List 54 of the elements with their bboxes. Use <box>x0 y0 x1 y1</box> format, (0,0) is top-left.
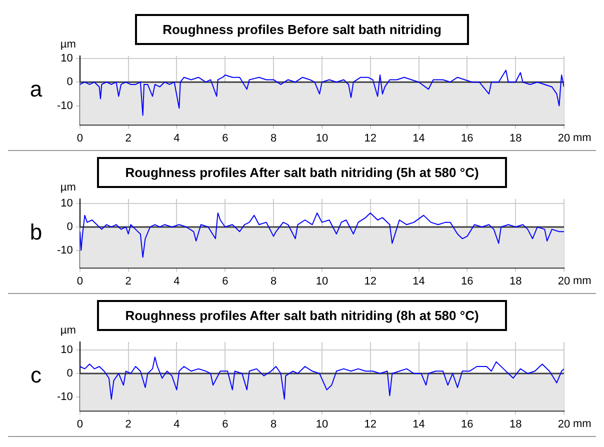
text: c <box>30 362 42 388</box>
x-tick-label: 20 <box>558 418 570 430</box>
x-tick-label: 2 <box>125 418 132 430</box>
x-tick-label: 0 <box>76 418 83 430</box>
x-tick-label: 16 <box>461 418 474 430</box>
x-axis-title: mm <box>573 418 592 430</box>
x-tick-label: 12 <box>364 132 376 144</box>
x-axis-title: mm <box>573 274 592 287</box>
x-tick-label: 16 <box>461 132 474 144</box>
text: a <box>30 76 43 102</box>
x-tick-label: 10 <box>316 275 328 288</box>
x-tick-label: 18 <box>509 418 522 430</box>
x-tick-label: 4 <box>174 132 180 144</box>
y-tick-label: -10 <box>56 390 73 403</box>
x-tick-label: 8 <box>270 418 277 430</box>
y-tick-label: 0 <box>66 368 73 380</box>
y-tick-label: 10 <box>60 198 73 210</box>
x-tick-label: 0 <box>76 275 83 288</box>
y-tick-label: 0 <box>66 76 73 88</box>
text: b <box>30 219 42 244</box>
y-tick-label: -10 <box>56 100 73 112</box>
chart-title: Roughness profiles After salt bath nitriding (8h at 580 °C) <box>97 300 507 331</box>
x-tick-label: 14 <box>412 132 425 144</box>
x-tick-label: 18 <box>509 132 522 144</box>
x-tick-label: 10 <box>316 418 328 430</box>
x-tick-label: 6 <box>222 418 228 430</box>
y-axis-title: µm <box>60 324 76 337</box>
y-axis-title: µm <box>60 38 76 51</box>
y-tick-label: 0 <box>66 221 73 234</box>
x-tick-label: 14 <box>412 418 425 430</box>
x-tick-label: 4 <box>174 275 180 288</box>
x-tick-label: 2 <box>125 275 132 288</box>
x-axis-title: mm <box>573 132 592 144</box>
x-tick-label: 8 <box>270 275 277 288</box>
x-tick-label: 10 <box>316 132 328 144</box>
x-tick-label: 14 <box>412 275 425 288</box>
x-tick-label: 6 <box>222 275 228 288</box>
x-tick-label: 2 <box>125 132 132 144</box>
x-tick-label: 8 <box>270 132 277 144</box>
y-tick-label: -10 <box>56 244 73 256</box>
y-tick-label: 10 <box>60 52 73 64</box>
y-axis-title: µm <box>60 182 76 194</box>
x-tick-label: 4 <box>174 418 180 430</box>
y-tick-label: 10 <box>60 344 73 356</box>
x-tick-label: 12 <box>364 275 376 288</box>
x-tick-label: 12 <box>364 418 376 430</box>
x-tick-label: 0 <box>76 132 83 144</box>
x-tick-label: 20 <box>558 275 570 288</box>
x-tick-label: 20 <box>558 132 570 144</box>
chart-title: Roughness profiles Before salt bath nitriding <box>134 14 470 45</box>
x-tick-label: 16 <box>461 275 474 288</box>
chart-title: Roughness profiles After salt bath nitriding (5h at 580 °C) <box>97 157 507 188</box>
x-tick-label: 18 <box>509 275 522 288</box>
x-tick-label: 6 <box>222 132 228 144</box>
